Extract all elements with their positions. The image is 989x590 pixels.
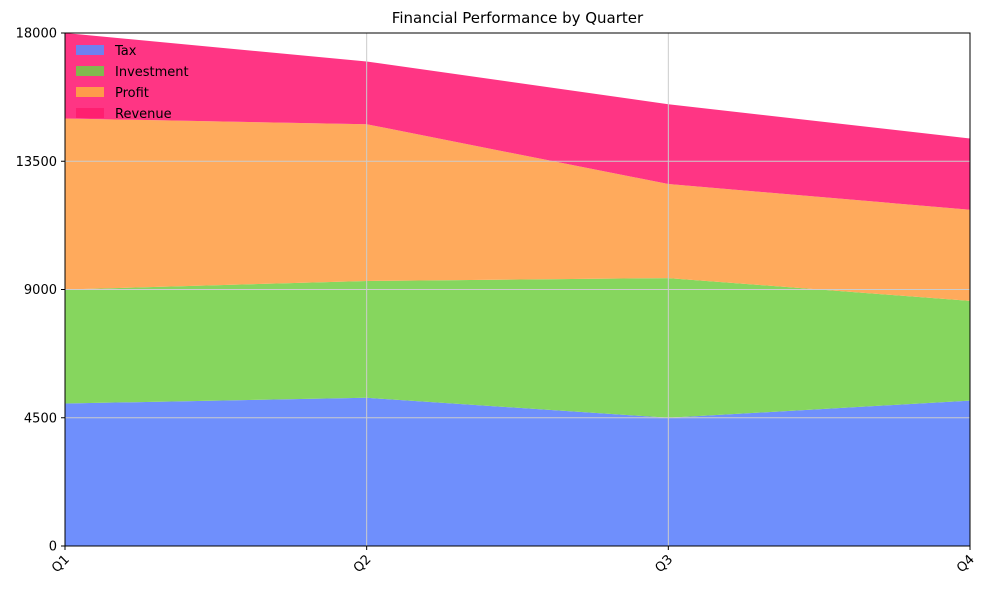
legend-label-tax: Tax: [114, 44, 137, 59]
area-profit: [65, 118, 970, 301]
y-tick-label: 9000: [24, 283, 57, 298]
y-tick-label: 13500: [16, 155, 57, 170]
legend: Tax Investment Profit Revenue: [76, 44, 189, 122]
legend-swatch-investment: [76, 66, 104, 76]
y-tick-label: 18000: [16, 27, 57, 42]
area-revenue: [65, 33, 970, 210]
y-tick-label: 4500: [24, 411, 57, 426]
area-investment: [65, 278, 970, 418]
legend-swatch-profit: [76, 87, 104, 97]
chart-title: Financial Performance by Quarter: [392, 9, 644, 27]
legend-swatch-revenue: [76, 108, 104, 118]
area-tax: [65, 397, 970, 546]
legend-label-profit: Profit: [115, 86, 149, 101]
y-axis: 0 4500 9000 13500 18000: [16, 27, 65, 555]
legend-label-investment: Investment: [115, 65, 189, 80]
legend-label-revenue: Revenue: [115, 107, 172, 122]
area-layers: [65, 33, 970, 546]
legend-swatch-tax: [76, 45, 104, 55]
y-tick-label: 0: [49, 540, 57, 555]
